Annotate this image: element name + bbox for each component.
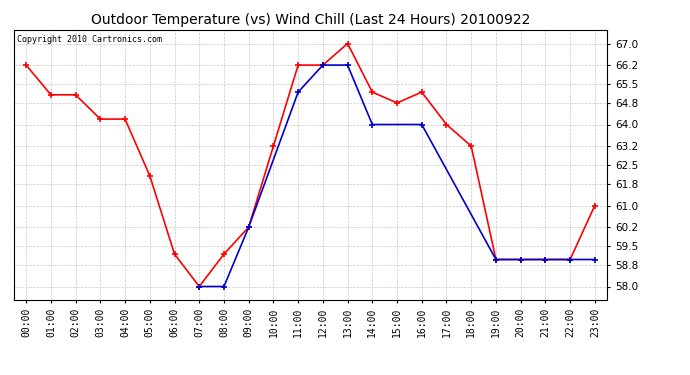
Title: Outdoor Temperature (vs) Wind Chill (Last 24 Hours) 20100922: Outdoor Temperature (vs) Wind Chill (Las… bbox=[91, 13, 530, 27]
Text: Copyright 2010 Cartronics.com: Copyright 2010 Cartronics.com bbox=[17, 35, 161, 44]
